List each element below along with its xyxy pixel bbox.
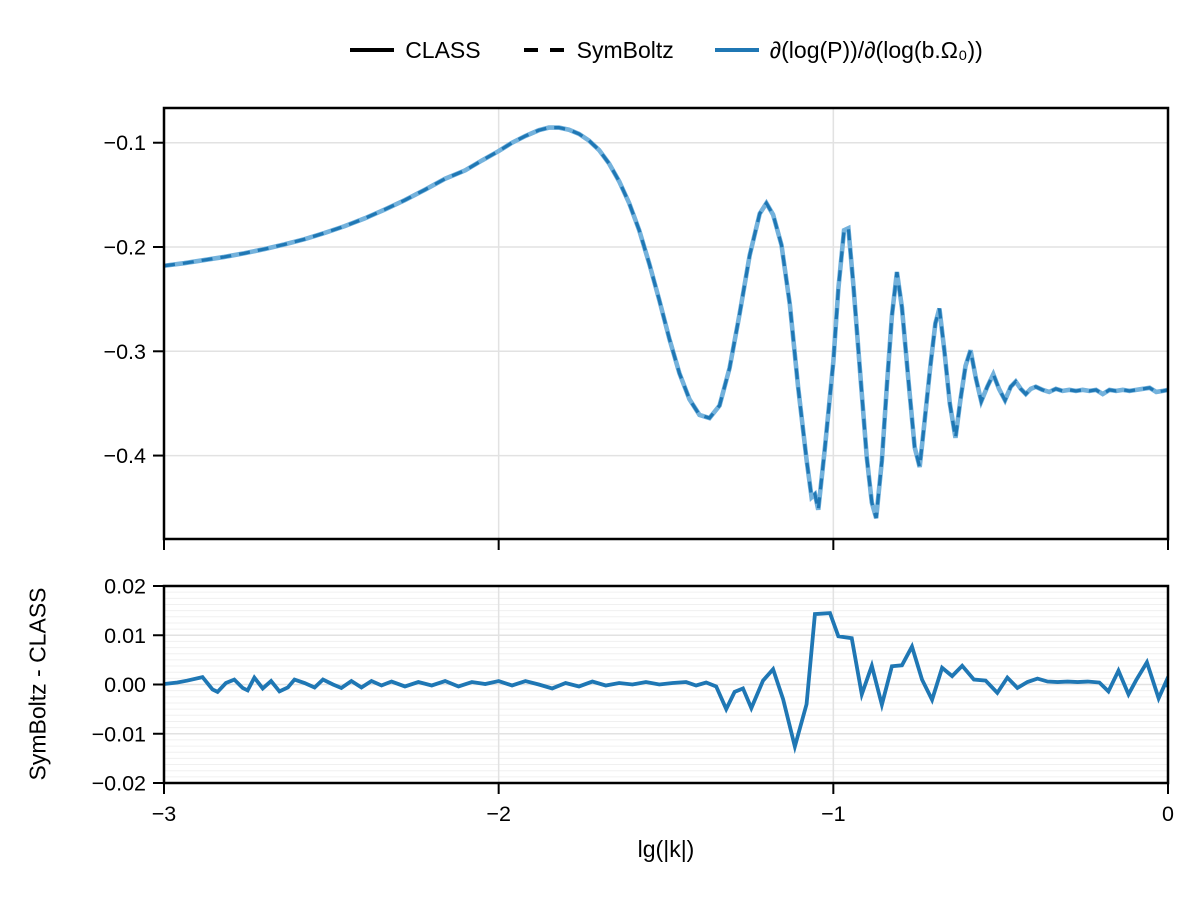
y-tick-label: −0.02	[92, 772, 146, 796]
y-tick-label: −0.2	[104, 236, 146, 260]
legend-label-class: CLASS	[405, 36, 481, 63]
legend-label-derivative: ∂(log(P))/∂(log(b.Ω₀))	[769, 36, 983, 63]
series-line-symboltz	[164, 126, 1168, 519]
dashed-line-swatch-icon	[523, 48, 564, 52]
panel-residual: 0.02 0.01 0.00 −0.01 −0.02−3 −2 −1 0	[92, 575, 1174, 827]
y-tick-label: 0.00	[104, 673, 146, 697]
solid-line-swatch-icon	[350, 48, 395, 52]
panel-frame	[162, 106, 1170, 541]
x-tick-label: −2	[486, 802, 511, 826]
legend: CLASS SymBoltz ∂(log(P))/∂(log(b.Ω₀))	[164, 28, 1168, 72]
legend-label-symboltz: SymBoltz	[576, 36, 674, 63]
x-tick-label: 0	[1162, 802, 1174, 826]
panel-main: −0.1 −0.2 −0.3 −0.4	[104, 106, 1170, 550]
series-line-symboltz-class	[164, 611, 1168, 755]
y-tick-label: −0.4	[104, 444, 146, 468]
x-tick-label: −3	[152, 802, 177, 826]
x-tick-label: −1	[821, 802, 846, 826]
y-tick-label: 0.01	[104, 624, 146, 648]
legend-item-class: CLASS	[349, 36, 481, 64]
legend-item-derivative: ∂(log(P))/∂(log(b.Ω₀))	[714, 37, 983, 64]
x-axis-label: lg(|k|)	[637, 836, 695, 862]
y-tick-label: −0.01	[92, 722, 146, 746]
blue-line-swatch-icon	[714, 48, 759, 52]
y-tick-label: −0.3	[104, 340, 146, 364]
y-tick-label: 0.02	[104, 575, 146, 599]
legend-item-symboltz: SymBoltz	[521, 37, 674, 64]
y-tick-label: −0.1	[104, 131, 146, 155]
residual-y-axis-label: SymBoltz - CLASS	[24, 587, 51, 781]
